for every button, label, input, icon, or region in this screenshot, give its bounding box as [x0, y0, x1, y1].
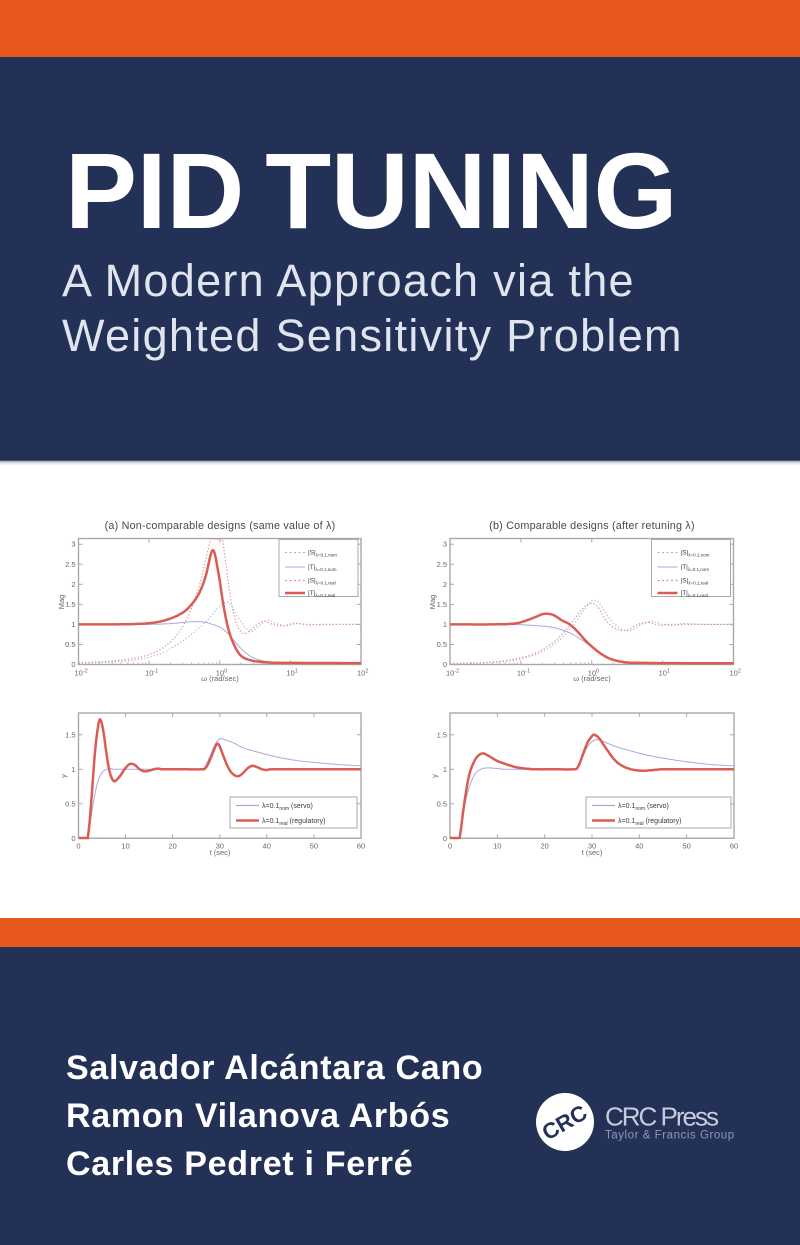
svg-text:|S|λ=0.1,real: |S|λ=0.1,real — [681, 578, 709, 586]
svg-text:10-2: 10-2 — [75, 669, 88, 678]
svg-text:100: 100 — [588, 669, 599, 678]
svg-text:|T|λ=0.1,nom: |T|λ=0.1,nom — [308, 564, 337, 572]
svg-text:0: 0 — [448, 841, 452, 850]
svg-text:(b) Comparable designs (after: (b) Comparable designs (after retuning λ… — [489, 520, 695, 532]
svg-text:10: 10 — [493, 841, 501, 850]
svg-text:Mag: Mag — [57, 595, 66, 610]
svg-text:0: 0 — [443, 660, 447, 669]
svg-text:10-2: 10-2 — [446, 669, 459, 678]
svg-text:50: 50 — [683, 841, 691, 850]
svg-text:10: 10 — [121, 841, 129, 850]
svg-text:30: 30 — [216, 841, 224, 850]
svg-text:λ=0.1real (regulatory): λ=0.1real (regulatory) — [618, 818, 681, 827]
svg-text:0: 0 — [71, 834, 75, 843]
svg-text:ω (rad/sec): ω (rad/sec) — [201, 674, 239, 683]
svg-text:y: y — [430, 774, 439, 778]
svg-text:|T|λ=0.1,real: |T|λ=0.1,real — [308, 590, 335, 598]
svg-text:0.5: 0.5 — [65, 799, 75, 808]
svg-text:2.5: 2.5 — [65, 560, 75, 569]
svg-text:|S|λ=0.1,nom: |S|λ=0.1,nom — [681, 550, 710, 558]
svg-text:1: 1 — [71, 620, 75, 629]
svg-text:2.5: 2.5 — [437, 560, 447, 569]
svg-text:3: 3 — [71, 540, 75, 549]
svg-text:60: 60 — [357, 841, 365, 850]
svg-text:40: 40 — [263, 841, 271, 850]
svg-text:10-1: 10-1 — [145, 669, 158, 678]
svg-text:λ=0.1real (regulatory): λ=0.1real (regulatory) — [262, 818, 325, 827]
svg-text:20: 20 — [169, 841, 177, 850]
svg-text:1: 1 — [71, 765, 75, 774]
svg-text:10-1: 10-1 — [517, 669, 530, 678]
svg-text:|T|λ=0.1,real: |T|λ=0.1,real — [681, 590, 708, 598]
svg-text:40: 40 — [635, 841, 643, 850]
svg-text:Mag: Mag — [428, 595, 437, 610]
svg-text:t (sec): t (sec) — [210, 848, 231, 857]
svg-text:|T|λ=0.1,nom: |T|λ=0.1,nom — [681, 564, 710, 572]
svg-text:y: y — [59, 774, 68, 778]
svg-text:101: 101 — [286, 669, 297, 678]
svg-text:ω (rad/sec): ω (rad/sec) — [573, 674, 611, 683]
svg-text:0: 0 — [71, 660, 75, 669]
svg-text:0: 0 — [443, 834, 447, 843]
svg-text:1: 1 — [443, 620, 447, 629]
svg-text:60: 60 — [730, 841, 738, 850]
svg-text:2: 2 — [71, 580, 75, 589]
svg-text:50: 50 — [310, 841, 318, 850]
svg-text:|S|λ=0.1,nom: |S|λ=0.1,nom — [308, 550, 337, 558]
svg-text:100: 100 — [216, 669, 227, 678]
svg-text:1.5: 1.5 — [65, 600, 75, 609]
svg-text:102: 102 — [730, 669, 741, 678]
svg-text:2: 2 — [443, 580, 447, 589]
svg-text:1.5: 1.5 — [437, 600, 447, 609]
svg-text:3: 3 — [443, 540, 447, 549]
svg-text:λ=0.1nom (servo): λ=0.1nom (servo) — [262, 803, 313, 812]
svg-text:0.5: 0.5 — [437, 640, 447, 649]
svg-text:0.5: 0.5 — [437, 799, 447, 808]
svg-text:30: 30 — [588, 841, 596, 850]
svg-text:20: 20 — [541, 841, 549, 850]
svg-text:0: 0 — [76, 841, 80, 850]
svg-text:1.5: 1.5 — [437, 730, 447, 739]
svg-text:CRC Press: CRC Press — [605, 1102, 719, 1132]
svg-text:0.5: 0.5 — [65, 640, 75, 649]
svg-text:1: 1 — [443, 765, 447, 774]
svg-text:(a) Non-comparable designs (sa: (a) Non-comparable designs (same value o… — [105, 520, 336, 532]
svg-text:λ=0.1nom (servo): λ=0.1nom (servo) — [618, 803, 669, 812]
svg-text:102: 102 — [357, 669, 368, 678]
svg-text:|S|λ=0.1,real: |S|λ=0.1,real — [308, 578, 336, 586]
svg-text:Taylor & Francis Group: Taylor & Francis Group — [605, 1130, 735, 1142]
svg-text:101: 101 — [659, 669, 670, 678]
svg-text:t (sec): t (sec) — [582, 848, 603, 857]
svg-text:1.5: 1.5 — [65, 730, 75, 739]
